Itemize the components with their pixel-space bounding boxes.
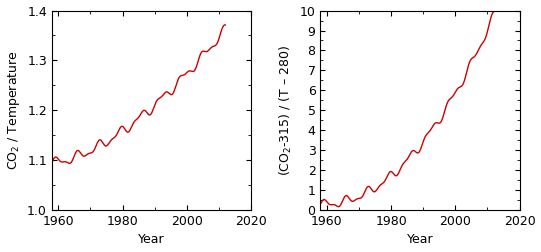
X-axis label: Year: Year [407, 233, 433, 246]
Y-axis label: CO$_2$ / Temperature: CO$_2$ / Temperature [5, 50, 22, 170]
Y-axis label: (CO$_2$-315) / (T – 280): (CO$_2$-315) / (T – 280) [278, 45, 294, 176]
X-axis label: Year: Year [138, 233, 165, 246]
